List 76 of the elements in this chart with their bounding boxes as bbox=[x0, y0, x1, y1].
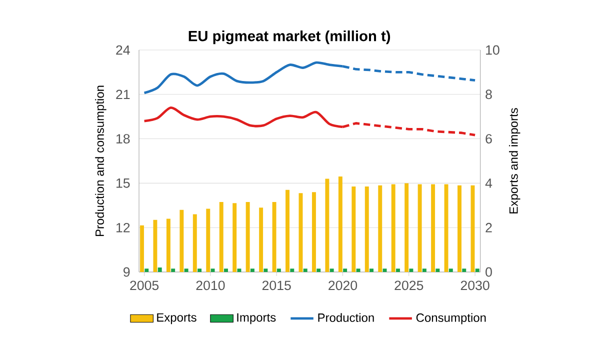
bar bbox=[272, 202, 276, 272]
x-tick-label: 2020 bbox=[328, 280, 358, 290]
bar bbox=[330, 268, 334, 272]
y2-tick-label: 8 bbox=[486, 90, 492, 100]
bar bbox=[404, 183, 409, 272]
bar bbox=[316, 268, 321, 272]
y2-tick-label: 4 bbox=[485, 178, 492, 188]
bar bbox=[312, 192, 316, 272]
bar bbox=[418, 184, 422, 272]
bar bbox=[250, 268, 254, 272]
bar bbox=[470, 185, 475, 272]
y2-tick-label: 0 bbox=[486, 267, 492, 277]
x-tick-label: 2030 bbox=[460, 280, 490, 290]
x-tick-label: 2005 bbox=[130, 280, 159, 290]
bar bbox=[431, 184, 436, 272]
bar bbox=[210, 268, 215, 272]
bar bbox=[192, 214, 197, 272]
x-tick-label: 2025 bbox=[394, 280, 424, 290]
x-tick-label: 2015 bbox=[262, 280, 291, 290]
bar bbox=[462, 268, 466, 272]
y-tick-label: 18 bbox=[116, 134, 130, 144]
y-tick-label: 15 bbox=[116, 178, 130, 188]
bar bbox=[166, 218, 170, 272]
legend-label: Exports bbox=[157, 313, 196, 324]
bar bbox=[171, 268, 176, 272]
bar bbox=[259, 208, 264, 272]
bar bbox=[352, 186, 356, 272]
bar bbox=[219, 202, 224, 272]
bar bbox=[396, 268, 400, 272]
bar bbox=[422, 268, 426, 272]
bar bbox=[409, 268, 414, 272]
bar bbox=[140, 225, 144, 272]
chart-title: EU pigmeat market (million t) bbox=[188, 30, 390, 44]
bar bbox=[475, 268, 480, 272]
bar bbox=[290, 268, 294, 272]
bar bbox=[382, 268, 387, 272]
y-tick-label: 21 bbox=[116, 90, 130, 100]
bar bbox=[325, 178, 330, 272]
y-axis-title: Production and consumption bbox=[95, 86, 106, 236]
y2-tick-label: 2 bbox=[486, 222, 492, 232]
y-tick-label: 12 bbox=[116, 222, 130, 232]
y2-tick-label: 10 bbox=[486, 45, 500, 55]
legend-label: Production bbox=[318, 313, 374, 322]
bar bbox=[338, 176, 342, 272]
bar bbox=[356, 268, 360, 272]
y2-axis-title: Exports and imports bbox=[509, 108, 520, 214]
bar bbox=[343, 268, 348, 272]
bar bbox=[303, 268, 308, 272]
bar bbox=[224, 268, 228, 272]
bar bbox=[364, 186, 369, 272]
bar bbox=[378, 185, 382, 272]
bar bbox=[391, 184, 396, 272]
bar bbox=[184, 268, 188, 272]
bar bbox=[158, 268, 162, 272]
bar bbox=[206, 208, 210, 272]
bar bbox=[458, 185, 462, 272]
bar bbox=[198, 268, 202, 272]
y-tick-label: 9 bbox=[124, 267, 130, 277]
y-tick-label: 24 bbox=[116, 45, 130, 55]
bar bbox=[237, 268, 242, 272]
bar bbox=[444, 184, 448, 272]
y2-tick-label: 6 bbox=[486, 134, 492, 144]
bar bbox=[436, 268, 440, 272]
x-tick-label: 2010 bbox=[196, 280, 225, 290]
bar bbox=[286, 190, 290, 272]
bar bbox=[370, 268, 374, 272]
bar bbox=[246, 202, 250, 272]
legend-label: Imports bbox=[237, 313, 276, 324]
bar bbox=[180, 210, 184, 272]
bar bbox=[153, 220, 158, 272]
bar bbox=[232, 203, 237, 272]
bar bbox=[448, 268, 453, 272]
bar bbox=[264, 268, 268, 272]
legend-label: Consumption bbox=[416, 313, 486, 324]
bar bbox=[144, 268, 149, 272]
bar bbox=[276, 268, 281, 272]
